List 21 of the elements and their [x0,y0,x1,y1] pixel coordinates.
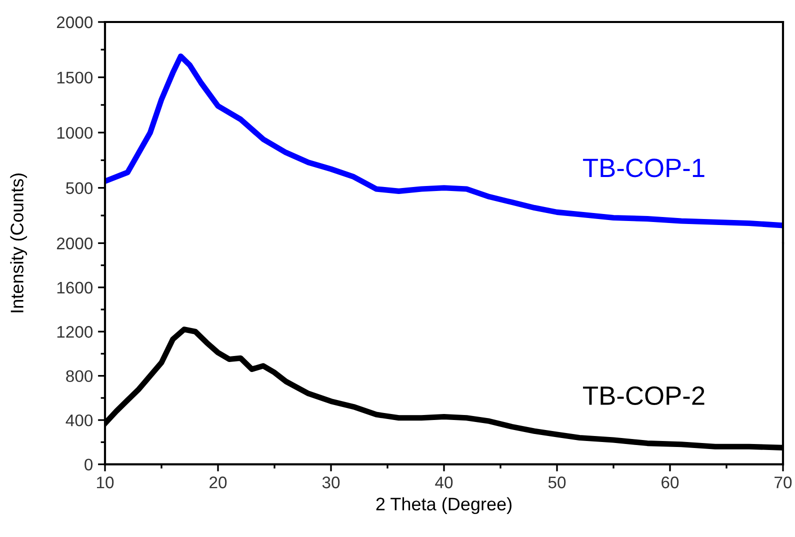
x-tick-label: 40 [435,476,453,488]
y-tick-label: 1200 [57,326,93,338]
y-axis-title: Intensity (Counts) [10,174,28,312]
y-tick-label: 1500 [57,72,93,84]
y-tick-label: 1600 [57,282,93,294]
x-tick-label: 30 [322,476,340,488]
x-axis-title: 2 Theta (Degree) [376,497,512,514]
y-tick-label: 800 [66,370,93,382]
y-tick-label: 2000 [56,238,93,250]
x-tick-label: 20 [210,476,227,488]
x-tick-label: 60 [662,476,679,488]
x-tick-label: 70 [774,476,792,488]
y-tick-label: 1000 [57,126,93,139]
y-tick-label: 2000 [56,16,93,28]
series-label: TB-COP-1 [583,158,704,178]
x-tick-label: 50 [548,476,566,488]
series-label: TB-COP-2 [583,386,704,406]
y-tick-label: 400 [66,414,93,426]
y-tick-label: 500 [66,182,93,194]
x-tick-label: 10 [97,476,114,488]
y-tick-label: 0 [84,458,93,471]
